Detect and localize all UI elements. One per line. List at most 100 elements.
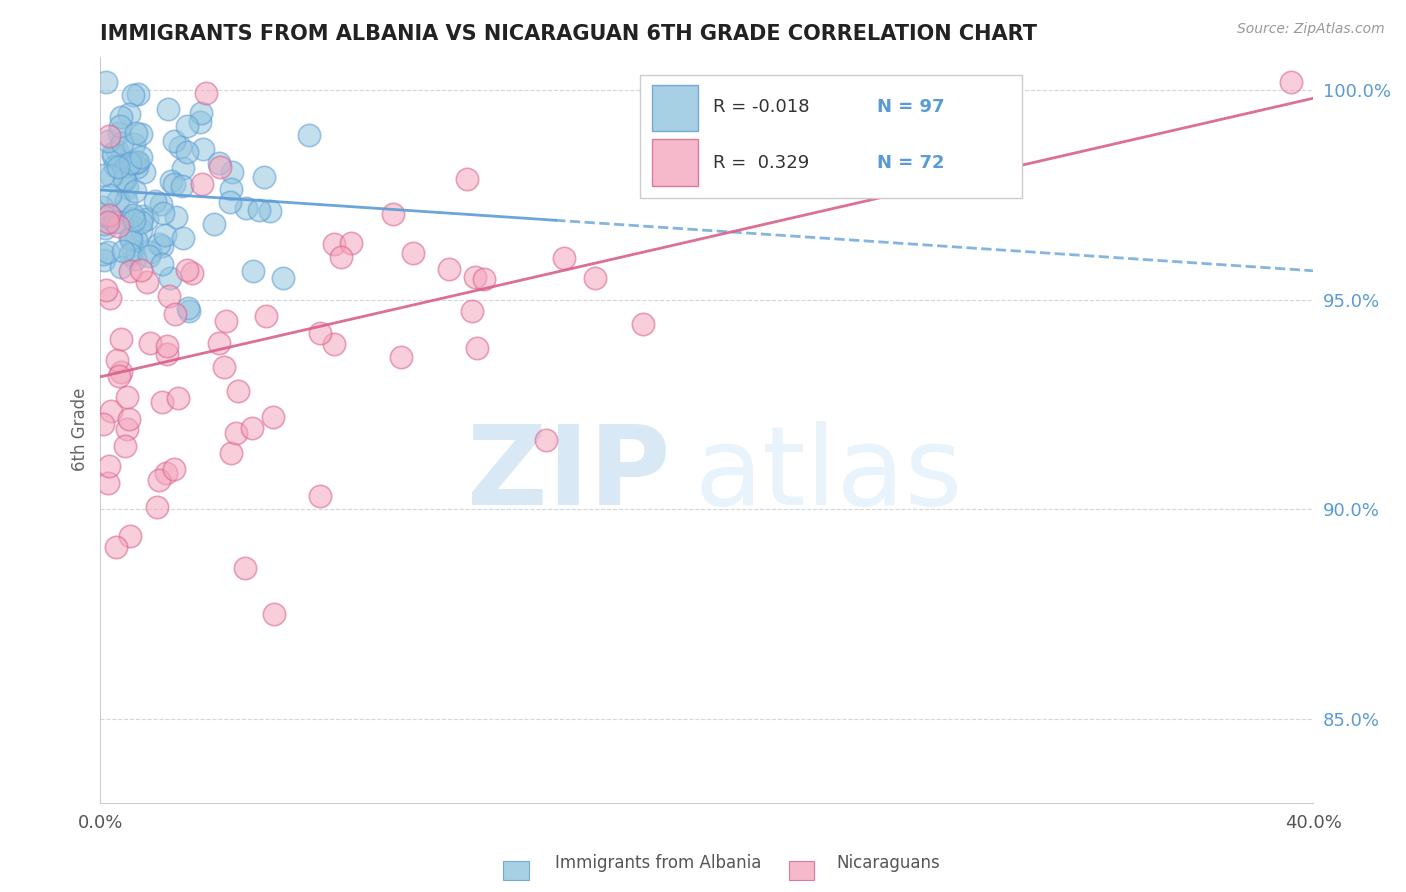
Point (219, 182, 242, 196)
Point (112, 171, 135, 186)
Point (110, 332, 132, 346)
Point (97, 459, 120, 474)
Point (218, 195, 240, 210)
Point (108, 126, 131, 140)
Point (177, 301, 200, 316)
Point (323, 236, 346, 251)
Point (124, 127, 146, 141)
Point (172, 161, 194, 175)
Point (97, 475, 120, 490)
Text: atlas: atlas (695, 421, 963, 528)
Point (170, 178, 193, 193)
Point (202, 217, 225, 231)
Point (114, 194, 136, 209)
Point (105, 353, 128, 368)
Point (93, 218, 115, 232)
Point (233, 561, 256, 575)
Point (163, 462, 186, 476)
Point (176, 119, 198, 133)
Point (121, 211, 143, 226)
Point (271, 270, 294, 285)
Point (219, 446, 242, 460)
Point (235, 201, 257, 215)
Point (179, 304, 201, 318)
Point (159, 270, 181, 285)
Point (329, 250, 352, 264)
FancyBboxPatch shape (640, 75, 1022, 198)
Point (180, 266, 202, 280)
Point (97, 135, 120, 149)
Point (129, 223, 152, 237)
Point (120, 231, 142, 245)
Point (146, 500, 169, 514)
Point (101, 145, 124, 160)
Point (150, 257, 173, 271)
Point (456, 171, 478, 186)
Point (110, 110, 132, 124)
Point (308, 490, 330, 504)
Point (114, 159, 136, 173)
Point (191, 177, 214, 191)
Point (97, 244, 120, 259)
Point (138, 249, 160, 263)
Point (150, 394, 173, 409)
Point (209, 160, 232, 174)
Point (534, 433, 557, 447)
Point (464, 269, 486, 284)
Point (131, 209, 153, 223)
Point (472, 272, 495, 286)
Point (93, 253, 115, 268)
Point (118, 529, 141, 543)
Point (402, 245, 425, 260)
Point (262, 409, 284, 424)
Point (148, 473, 170, 487)
Point (97, 210, 120, 224)
Point (104, 160, 127, 174)
Point (208, 156, 231, 170)
Point (104, 215, 127, 229)
Point (108, 368, 131, 383)
Point (136, 275, 159, 289)
Point (309, 326, 332, 341)
Point (156, 102, 179, 116)
Point (169, 140, 191, 154)
Point (156, 339, 179, 353)
Point (112, 244, 135, 259)
Point (465, 341, 488, 355)
Point (152, 205, 174, 219)
Point (340, 235, 363, 250)
Point (107, 219, 129, 233)
Point (631, 317, 654, 331)
Point (118, 155, 141, 169)
Point (156, 347, 179, 361)
Point (139, 244, 162, 259)
Point (139, 335, 162, 350)
Point (129, 150, 152, 164)
Point (1279, 75, 1302, 89)
Point (121, 208, 143, 222)
Point (118, 411, 141, 425)
Point (110, 365, 132, 379)
Point (96, 283, 118, 297)
Point (94, 75, 117, 89)
Point (254, 310, 277, 324)
Point (247, 202, 270, 217)
Point (100, 403, 122, 417)
Point (100, 169, 122, 183)
Point (242, 420, 264, 434)
Point (195, 86, 218, 100)
Point (461, 303, 484, 318)
Point (163, 177, 186, 191)
Point (155, 466, 177, 480)
Point (98, 208, 121, 222)
Point (259, 203, 281, 218)
Point (127, 160, 149, 174)
Point (111, 136, 134, 150)
Y-axis label: 6th Grade: 6th Grade (72, 388, 89, 471)
FancyBboxPatch shape (652, 139, 699, 186)
Point (129, 263, 152, 277)
Point (152, 239, 174, 253)
Point (135, 212, 157, 227)
Point (322, 337, 344, 351)
Point (93, 417, 115, 431)
